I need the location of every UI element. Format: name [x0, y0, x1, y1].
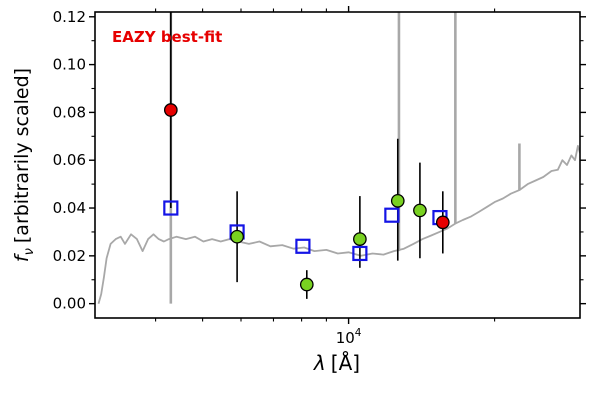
observed-point-green: [353, 232, 367, 246]
observed-point-red: [163, 103, 178, 117]
nu-subscript: ν: [21, 248, 37, 256]
y-tick-label: 0.06: [53, 151, 86, 169]
y-axis-unit: [arbitrarily scaled]: [11, 67, 34, 244]
x-tick-label: 104: [336, 327, 362, 347]
bestfit-annotation: EAZY best-fit: [112, 28, 223, 46]
y-tick-label: 0.12: [53, 8, 86, 26]
y-tick-label: 0.00: [53, 295, 86, 313]
y-axis-label: fν [arbitrarily scaled]: [11, 68, 37, 262]
model-photometry-point: [295, 238, 311, 254]
y-tick-label: 0.10: [53, 56, 86, 74]
observed-point-green: [390, 194, 405, 208]
y-tick-label: 0.08: [53, 103, 86, 121]
observed-point-green: [230, 229, 244, 244]
x-axis-unit: [Å]: [330, 351, 361, 375]
observed-point-red: [435, 215, 450, 230]
flux-symbol: f: [11, 255, 34, 263]
observed-point-green: [413, 203, 427, 218]
minor-ticks: [91, 8, 584, 322]
y-tick-label: 0.04: [53, 199, 86, 217]
model-photometry-point: [163, 200, 179, 216]
y-tick-label: 0.02: [53, 247, 86, 265]
observed-point-green: [299, 277, 314, 292]
lambda-symbol: λ: [313, 351, 326, 375]
spectrum-line: [97, 145, 580, 304]
x-axis-label: λ [Å]: [314, 351, 360, 375]
axes-frame: [94, 11, 581, 319]
plot-data-layer: [97, 12, 580, 304]
major-ticks: [89, 6, 586, 324]
model-photometry-point: [384, 207, 400, 223]
model-photometry-point: [352, 245, 368, 262]
